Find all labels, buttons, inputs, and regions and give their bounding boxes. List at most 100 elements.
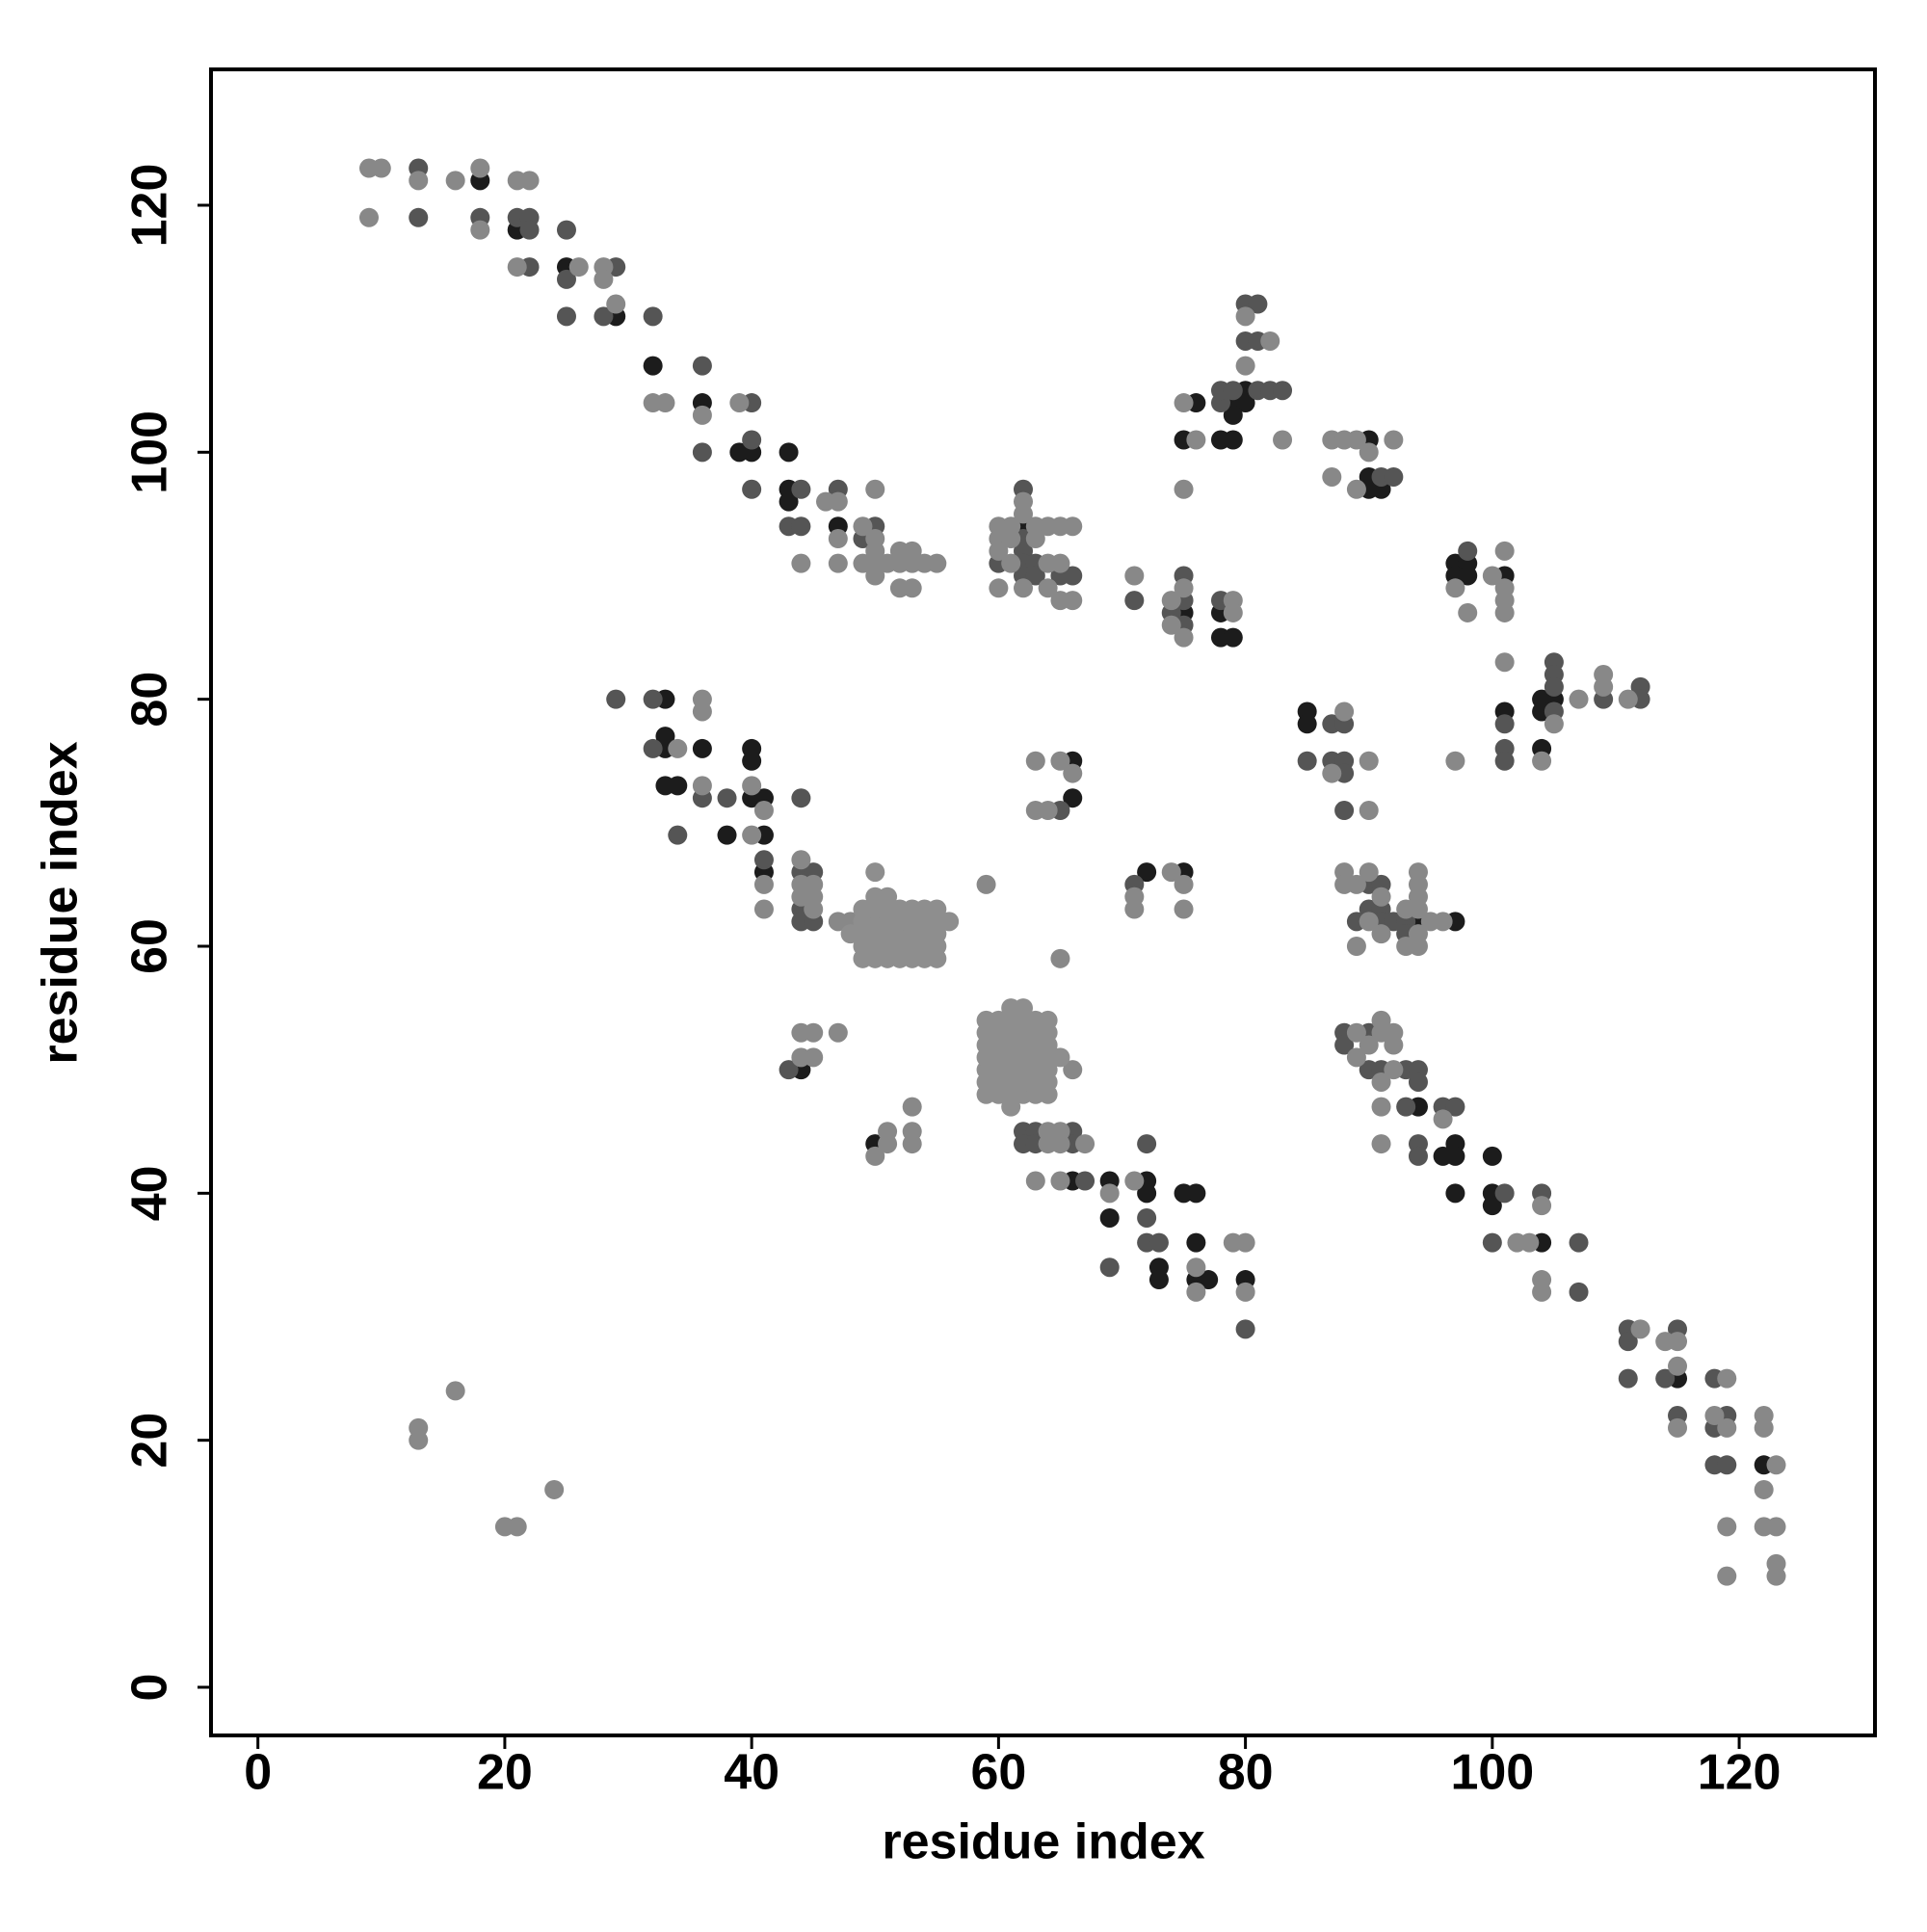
point <box>1038 578 1058 598</box>
point <box>742 751 762 771</box>
point <box>1186 1183 1206 1204</box>
point <box>692 405 712 425</box>
point <box>729 393 750 413</box>
point <box>1322 466 1342 487</box>
point <box>1223 602 1243 622</box>
point <box>1050 948 1070 968</box>
point <box>655 393 675 413</box>
point <box>1186 430 1206 450</box>
x-tick-label: 120 <box>1698 1745 1782 1801</box>
point <box>1199 1270 1219 1290</box>
point <box>556 269 576 289</box>
point <box>1544 676 1564 697</box>
point <box>1359 751 1379 771</box>
point <box>470 158 490 178</box>
point <box>902 1097 922 1117</box>
point <box>1371 1134 1391 1154</box>
point <box>1063 763 1083 783</box>
point <box>668 776 688 796</box>
point <box>1371 887 1391 907</box>
point <box>1137 1207 1157 1228</box>
point <box>939 912 960 932</box>
point <box>507 1517 527 1537</box>
point <box>1408 1146 1428 1166</box>
point <box>1717 1566 1737 1586</box>
point <box>1075 1134 1095 1154</box>
point <box>1063 516 1083 537</box>
point <box>1408 937 1428 956</box>
point <box>1433 1109 1453 1129</box>
point <box>1124 899 1145 919</box>
point <box>742 430 762 450</box>
point <box>1186 1282 1206 1302</box>
point <box>791 788 811 808</box>
point <box>1346 430 1366 450</box>
point <box>1235 1232 1255 1253</box>
point <box>1396 1097 1416 1117</box>
point <box>753 801 774 821</box>
point <box>989 541 1009 561</box>
point <box>606 294 626 314</box>
point <box>1519 1232 1540 1253</box>
point <box>828 529 848 549</box>
y-tick-label: 40 <box>122 1165 178 1221</box>
point <box>1148 1232 1169 1253</box>
point <box>1174 899 1194 919</box>
point <box>791 516 811 537</box>
point <box>1445 1097 1465 1117</box>
point <box>1458 566 1478 586</box>
point <box>1137 1134 1157 1154</box>
point <box>791 479 811 499</box>
point <box>1322 763 1342 783</box>
point <box>692 442 712 463</box>
point <box>779 442 799 463</box>
point <box>779 491 799 512</box>
point <box>507 257 527 278</box>
point <box>742 479 762 499</box>
point <box>1161 862 1181 883</box>
point <box>1235 306 1255 327</box>
point <box>1014 578 1034 598</box>
point <box>878 887 898 907</box>
point <box>1458 541 1478 561</box>
point <box>1445 751 1465 771</box>
point <box>1137 1183 1157 1204</box>
point <box>1050 1171 1070 1191</box>
point <box>1754 1479 1774 1499</box>
point <box>804 899 824 919</box>
point <box>804 1047 824 1068</box>
point <box>1050 751 1070 771</box>
point <box>828 1022 848 1043</box>
point <box>1099 1207 1120 1228</box>
point <box>692 738 712 758</box>
point <box>828 553 848 573</box>
point <box>976 874 996 894</box>
point <box>594 269 614 289</box>
point <box>606 689 626 709</box>
point <box>594 306 614 327</box>
point <box>1124 566 1145 586</box>
point <box>1025 529 1045 549</box>
point <box>1532 751 1552 771</box>
point <box>1445 1183 1465 1204</box>
point <box>470 220 490 240</box>
point <box>1025 751 1045 771</box>
point <box>1137 862 1157 883</box>
point <box>1668 1417 1688 1438</box>
point <box>1445 578 1465 598</box>
x-axis-title: residue index <box>882 1814 1204 1870</box>
point <box>1346 479 1366 499</box>
point <box>445 171 465 191</box>
point <box>902 1134 922 1154</box>
point <box>753 899 774 919</box>
point <box>1124 591 1145 611</box>
y-tick-label: 120 <box>122 164 178 248</box>
point <box>1532 1196 1552 1216</box>
point <box>1174 578 1194 598</box>
point <box>804 1022 824 1043</box>
point <box>1186 1257 1206 1278</box>
point <box>1482 1146 1502 1166</box>
point <box>1384 1035 1404 1055</box>
point <box>1235 356 1255 376</box>
point <box>409 1430 429 1450</box>
